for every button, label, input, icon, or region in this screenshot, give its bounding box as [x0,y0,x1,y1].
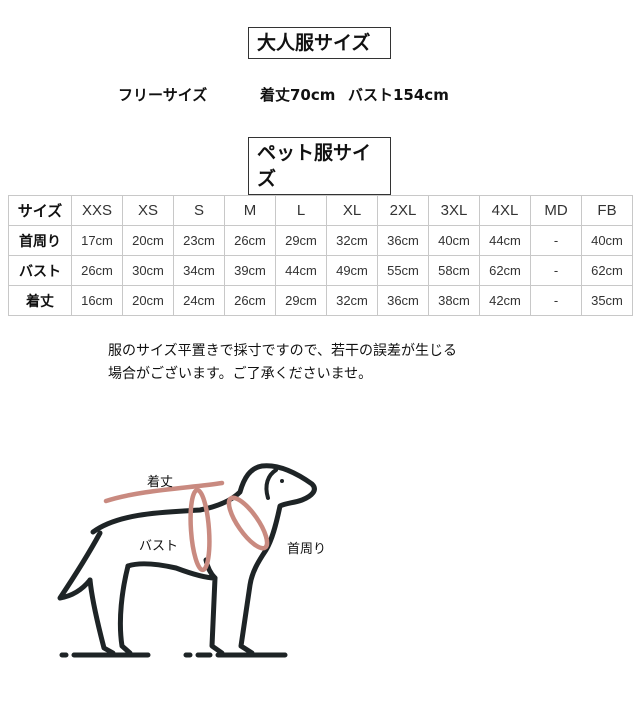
table-cell: M [224,195,276,226]
table-cell: MD [530,195,582,226]
table-cell: XS [122,195,174,226]
pet-size-title: ペット服サイズ [248,137,391,195]
table-cell: 24cm [173,285,225,316]
dog-eye [280,479,284,483]
adult-size-title: 大人服サイズ [248,27,391,59]
table-cell: 55cm [377,255,429,286]
note-line-2: 場合がございます。ご了承くださいませ。 [108,366,373,382]
table-cell: 62cm [479,255,531,286]
table-cell: 34cm [173,255,225,286]
table-cell: 38cm [428,285,480,316]
table-cell: 26cm [71,255,123,286]
length-label: 着丈 [147,475,174,490]
table-cell: 3XL [428,195,480,226]
table-cell: 44cm [275,255,327,286]
table-cell: 40cm [581,225,633,256]
table-cell: 29cm [275,225,327,256]
table-cell: 2XL [377,195,429,226]
bust-label: バスト [139,539,179,554]
note-line-1: 服のサイズ平置きで採寸ですので、若干の誤差が生じる [108,343,458,359]
length-measure-line [103,480,225,504]
neck-measure-ring [226,495,270,551]
table-cell: L [275,195,327,226]
table-cell: - [530,285,582,316]
table-cell: 40cm [428,225,480,256]
table-row: 着丈 16cm 20cm 24cm 26cm 29cm 32cm 36cm 38cm 42cm -3… [8,285,633,316]
table-cell: 36cm [377,285,429,316]
bust-measure-ring [188,487,212,573]
table-cell: 62cm [581,255,633,286]
table-cell: 26cm [224,225,276,256]
free-size-label: フリーサイズ [118,86,208,104]
table-cell: 58cm [428,255,480,286]
adult-length: 着丈70cm [260,86,336,104]
adult-bust: バスト154cm [348,86,449,104]
table-cell: 20cm [122,285,174,316]
table-cell: 35cm [581,285,633,316]
table-cell: 42cm [479,285,531,316]
table-cell: S [173,195,225,226]
pet-size-table: サイズ XXS XS S M L XL 2XL 3XL 4XL MD FB 首周り 17cm 20cm 23c… [8,195,633,316]
measurement-marks [103,480,270,573]
table-cell: 44cm [479,225,531,256]
row-label: 着丈 [8,285,72,316]
neck-label: 首周り [287,542,327,557]
table-cell: XXS [71,195,123,226]
dog-outline [57,463,317,658]
table-row: 首周り 17cm 20cm 23cm 26cm 29cm 32cm 36cm 40cm 44cm -… [8,225,633,256]
table-cell: 36cm [377,225,429,256]
table-cell: 16cm [71,285,123,316]
table-cell: 32cm [326,225,378,256]
table-header-row: サイズ XXS XS S M L XL 2XL 3XL 4XL MD FB [8,195,633,226]
